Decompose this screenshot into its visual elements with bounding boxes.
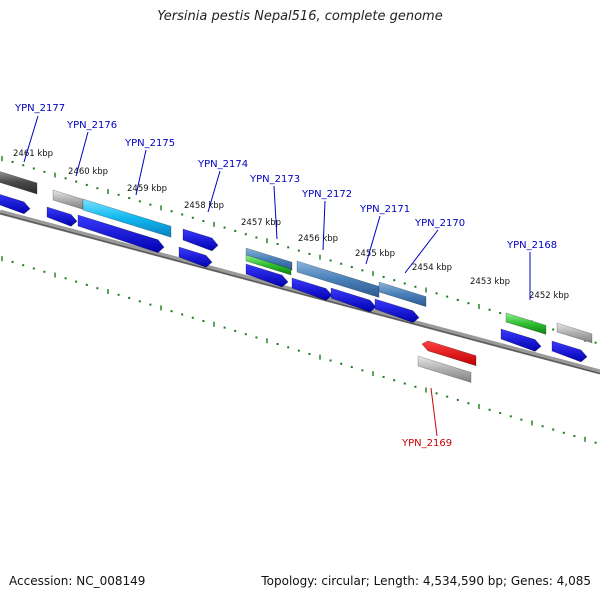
cds-arrow [0,194,31,215]
genome-summary-text: Topology: circular; Length: 4,534,590 bp… [261,574,591,588]
cds-arrow [374,298,420,323]
cds-arrow [291,277,333,301]
cds-arrow [551,340,588,363]
gene-label: YPN_2168 [506,240,557,251]
feature-block [82,198,172,238]
gene-label: YPN_2173 [249,174,300,185]
feature-block [556,322,593,344]
selected-gene-label: YPN_2169 [401,438,452,449]
scale-label: 2454 kbp [412,263,452,273]
genome-backbone-shadow [0,212,600,375]
gene-label: YPN_2170 [414,218,465,229]
gene-leader-line [75,131,89,177]
gene-leader-line [207,170,221,213]
feature-block [245,247,293,271]
page-title: Yersinia pestis Nepal516, complete genom… [157,9,443,24]
feature-block [417,355,472,383]
feature-block [378,281,427,307]
gene-label: YPN_2174 [197,159,248,170]
gene-label: YPN_2175 [124,138,175,149]
scale-label: 2461 kbp [13,149,53,159]
feature-block [0,171,38,195]
accession-text: Accession: NC_008149 [9,574,146,588]
gene-leader-line [365,215,381,265]
selected-cds-arrow [421,340,477,367]
gene-leader-line [322,200,326,251]
feature-block [52,189,84,210]
scale-label: 2455 kbp [355,249,395,259]
feature-block [505,312,547,335]
scale-label: 2460 kbp [68,167,108,177]
feature-block [245,254,292,276]
cds-arrow [245,263,289,288]
gene-label: YPN_2171 [359,204,410,215]
genome-backbone [0,209,600,375]
scale-label: 2453 kbp [470,277,510,287]
scale-label: 2456 kbp [298,234,338,244]
gene-label: YPN_2176 [66,120,117,131]
gene-leader-line [135,149,147,196]
cds-arrow [178,246,213,268]
scale-label: 2459 kbp [127,184,167,194]
scale-label: 2458 kbp [184,201,224,211]
gene-leader-line [430,387,438,437]
gene-label: YPN_2177 [14,103,65,114]
scale-label: 2452 kbp [529,291,569,301]
gene-leader-line [23,115,39,163]
feature-block [296,260,380,298]
cds-arrow [46,206,78,227]
gene-leader-line [273,185,278,240]
scale-label: 2457 kbp [241,218,281,228]
gene-label: YPN_2172 [301,189,352,200]
gene-leader-line [404,229,439,274]
cds-arrow [330,287,377,313]
cds-arrow [182,228,219,252]
cds-arrow [500,328,542,352]
cds-arrow [77,214,165,254]
